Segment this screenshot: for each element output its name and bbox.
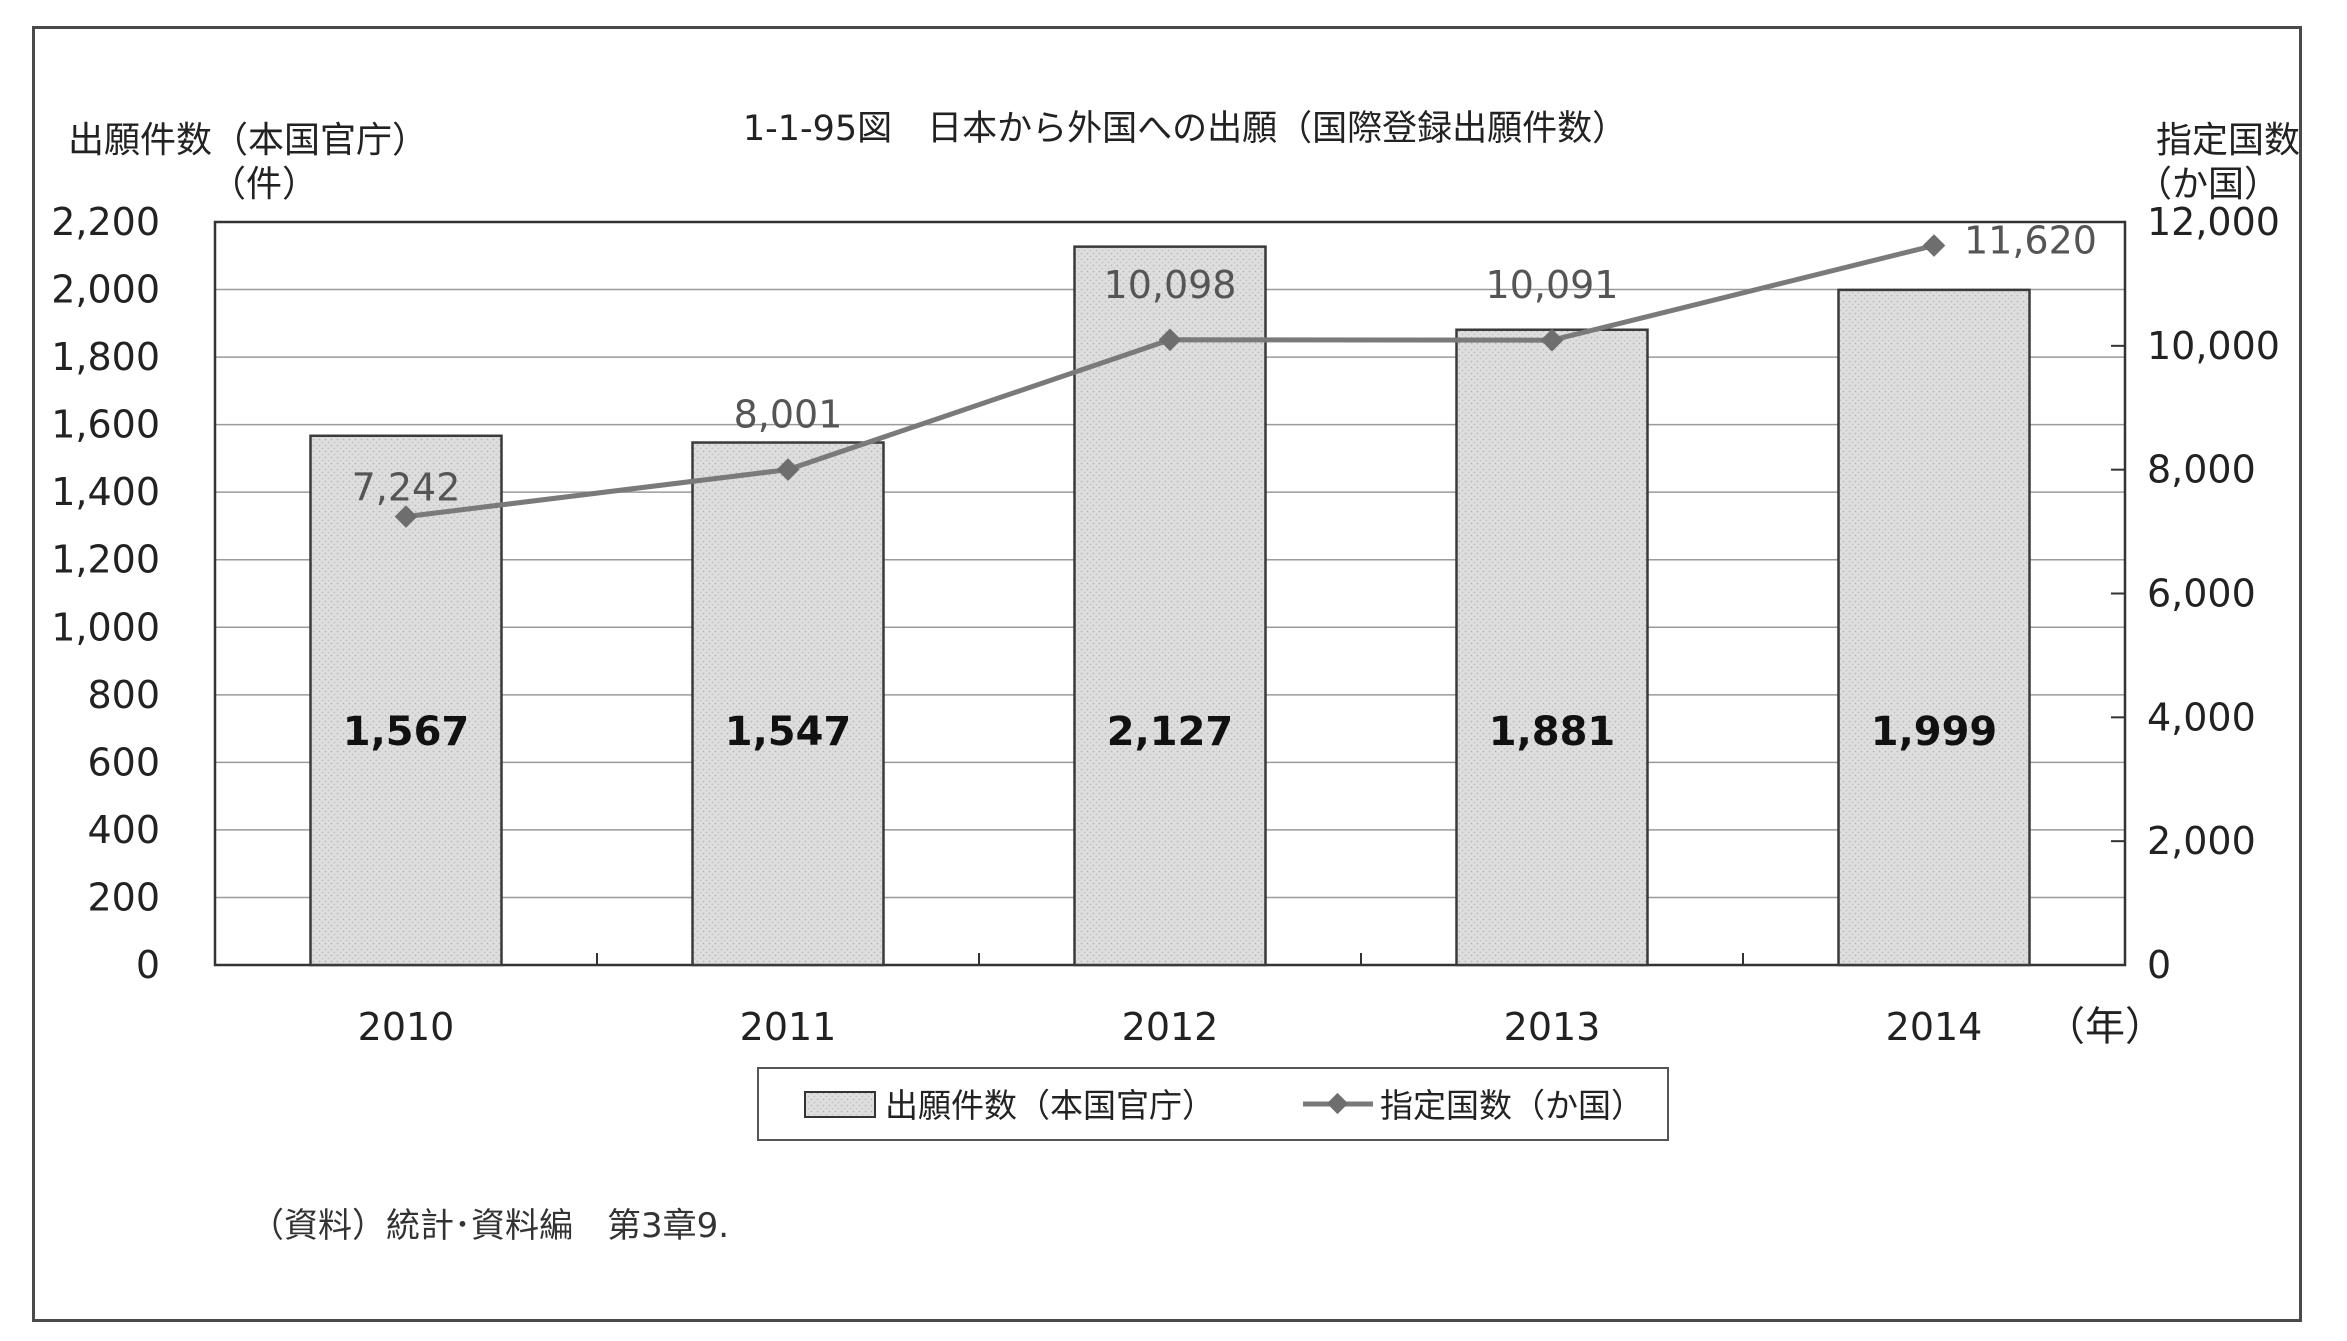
right-tick-label: 12,000 (2147, 200, 2280, 244)
chart-title: 1-1-95図 日本から外国への出願（国際登録出願件数） (743, 109, 1627, 149)
left-tick-label: 1,000 (51, 605, 160, 649)
line-value-label: 11,620 (1964, 219, 2097, 263)
x-tick-label: 2011 (740, 1005, 837, 1049)
line-marker (1922, 234, 1946, 257)
bar-value-label: 1,567 (343, 709, 470, 755)
x-axis-ticks: 2010 2011 2012 2013 2014 (358, 953, 1983, 1049)
right-tick-label: 0 (2147, 943, 2171, 987)
left-tick-label: 1,400 (51, 470, 160, 514)
bar (691, 441, 885, 967)
left-tick-label: 800 (87, 673, 160, 717)
left-tick-label: 1,800 (51, 335, 160, 379)
right-tick-label: 8,000 (2147, 448, 2256, 492)
bar-value-label: 1,547 (725, 709, 852, 755)
legend-line-label: 指定国数（か国） (1380, 1086, 1644, 1125)
bar (1073, 245, 1267, 967)
left-tick-label: 2,200 (51, 200, 160, 244)
line-marker (394, 505, 418, 528)
line-value-label: 10,098 (1104, 263, 1237, 307)
left-tick-label: 600 (87, 740, 160, 784)
bars (309, 245, 2031, 967)
bar-value-label: 1,881 (1489, 709, 1616, 755)
line-series (394, 234, 1946, 528)
right-axis-label-line2: （か国） (2136, 164, 2280, 205)
right-tick-label: 6,000 (2147, 572, 2256, 616)
left-axis-label-line2: （件） (210, 164, 318, 205)
legend: 出願件数（本国官庁） 指定国数（か国） (757, 1067, 1669, 1141)
line-value-label: 10,091 (1486, 263, 1619, 307)
bar-value-label: 2,127 (1107, 709, 1234, 755)
right-tick-label: 10,000 (2147, 324, 2280, 368)
left-tick-label: 1,200 (51, 538, 160, 582)
left-tick-label: 400 (87, 808, 160, 852)
right-tick-label: 4,000 (2147, 695, 2256, 739)
right-tick-label: 2,000 (2147, 819, 2256, 863)
bar-value-label: 1,999 (1871, 709, 1998, 755)
x-unit-label: （年） (2045, 1004, 2165, 1050)
left-tick-label: 1,600 (51, 403, 160, 447)
left-tick-label: 2,000 (51, 268, 160, 312)
line-value-label: 7,242 (352, 466, 461, 510)
bar (1837, 288, 2031, 967)
x-tick-label: 2010 (358, 1005, 455, 1049)
legend-bar-swatch (804, 1091, 876, 1118)
left-axis-label-line1: 出願件数（本国官庁） (68, 120, 428, 161)
line-value-label: 8,001 (734, 393, 843, 437)
left-axis-ticks: 0 200 400 600 800 1,000 1,200 1,400 1,600 1,800 2,… (51, 200, 160, 987)
left-tick-label: 200 (87, 875, 160, 919)
right-axis-label-line1: 指定国数 (2156, 120, 2300, 161)
bar-labels: 1,567 1,547 2,127 1,881 1,999 (343, 709, 1998, 755)
line-labels: 7,242 8,001 10,098 10,091 11,620 (352, 219, 2097, 510)
left-tick-label: 0 (136, 943, 160, 987)
right-axis-ticks: 0 2,000 4,000 6,000 8,000 10,000 12,000 (2111, 200, 2280, 987)
line-marker (1540, 328, 1564, 352)
x-tick-label: 2014 (1886, 1005, 1983, 1049)
line-marker (1158, 328, 1182, 352)
bar (1455, 328, 1649, 967)
chart-frame (32, 26, 2302, 1322)
line-marker (776, 458, 800, 481)
legend-bar-label: 出願件数（本国官庁） (885, 1086, 1215, 1125)
source-note: （資料）統計･資料編 第3章9. (250, 1206, 730, 1246)
x-tick-label: 2012 (1122, 1005, 1219, 1049)
x-tick-label: 2013 (1504, 1005, 1601, 1049)
legend-box (757, 1067, 1669, 1141)
